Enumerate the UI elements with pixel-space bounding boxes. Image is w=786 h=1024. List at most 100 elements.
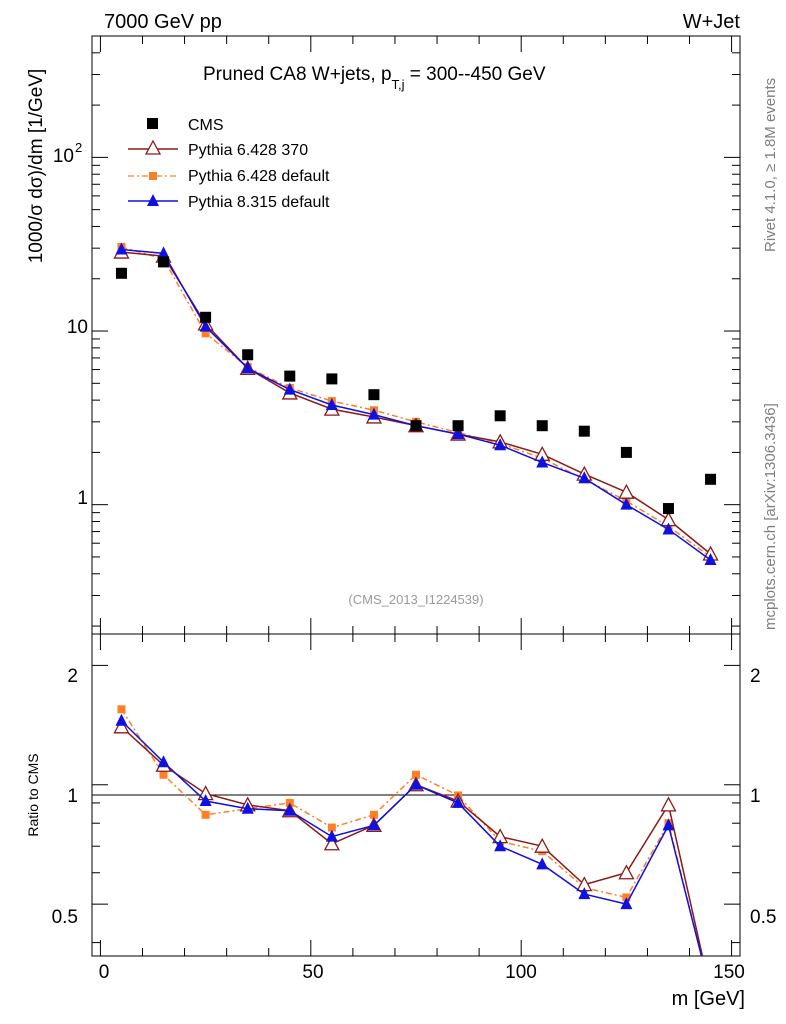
p8-default-point — [157, 246, 170, 259]
analysis-tag: (CMS_2013_I1224539) — [348, 592, 483, 607]
ratio-ytick-0.5-right: 0.5 — [750, 907, 776, 928]
title-sub: T,j — [392, 77, 405, 92]
ratio-line-p6-370 — [120, 726, 704, 956]
ratio-p8-default-point — [199, 794, 212, 807]
p8-default-point — [536, 455, 549, 468]
p8-default-point — [704, 553, 717, 566]
xtick-label-100: 100 — [505, 962, 537, 983]
ratio-data-layer — [113, 705, 704, 956]
ratio-p8-default-point — [241, 801, 254, 814]
ratio-p6-370-point — [534, 837, 551, 853]
ratio-p6-default-point — [327, 823, 336, 832]
ratio-p6-370-point — [113, 718, 130, 734]
ratio-p8-default-point — [157, 755, 170, 768]
chart-title: Pruned CA8 W+jets, pT,j = 300--450 GeV — [203, 64, 546, 92]
p8-default-point — [620, 497, 633, 510]
ratio-line-p6-default — [120, 708, 703, 956]
cms-point — [410, 420, 422, 432]
legend-p8-label: Pythia 8.315 default — [188, 194, 330, 211]
legend: CMS Pythia 6.428 370 Pythia 6.428 defaul… — [128, 117, 330, 211]
series-line-p8-default — [121, 248, 711, 561]
ratio-p8-default-point — [325, 829, 338, 842]
cms-point — [536, 420, 548, 432]
legend-p8-marker — [147, 194, 159, 206]
ratio-p8-default-point — [452, 795, 465, 808]
ratio-p8-default-point — [536, 857, 549, 870]
ratio-ytick-1: 1 — [67, 786, 78, 807]
p8-default-point — [241, 361, 254, 374]
p8-default-point — [115, 242, 128, 255]
ratio-ytick-0.5: 0.5 — [52, 907, 78, 928]
top-axis-ticks — [92, 35, 740, 627]
legend-cms-label: CMS — [188, 117, 224, 134]
p8-default-point — [578, 471, 591, 484]
p8-default-point — [283, 382, 296, 395]
rivet-label: Rivet 4.1.0, ≥ 1.8M events — [762, 77, 779, 252]
ratio-axis-ticks — [92, 664, 740, 944]
y-axis-label-top: 1000/σ dσ)/dm [1/GeV] — [26, 69, 47, 264]
xtick-label-0: 0 — [99, 962, 110, 983]
p8-default-point — [199, 319, 212, 332]
ratio-ytick-1-right: 1 — [750, 786, 761, 807]
ratio-p8-default-point — [283, 803, 296, 816]
ratio-line-p8-default — [120, 720, 703, 956]
p8-default-point — [662, 522, 675, 535]
ytick-label-100-exp: 2 — [75, 140, 82, 155]
header-left: 7000 GeV pp — [104, 11, 222, 33]
ratio-p8-default-point — [620, 897, 633, 910]
ratio-p8-default-point — [494, 839, 507, 852]
legend-p6-default-marker — [149, 172, 157, 180]
title-tail: = 300--450 GeV — [405, 64, 546, 85]
y-axis-label-ratio: Ratio to CMS — [25, 753, 41, 836]
ratio-ytick-2: 2 — [67, 666, 78, 687]
cms-point — [158, 256, 170, 268]
xtick-label-150: 150 — [713, 962, 745, 983]
ratio-p6-370-point — [323, 835, 340, 851]
ratio-p6-default-point — [159, 770, 168, 779]
mcplots-label: mcplots.cern.ch [arXiv:1306.3436] — [762, 403, 779, 630]
series-line-p6-default — [121, 246, 711, 558]
cms-point — [326, 373, 338, 385]
cms-point — [705, 473, 717, 485]
cms-point — [284, 370, 296, 382]
ratio-p6-default-point — [369, 810, 378, 819]
header-right: W+Jet — [683, 11, 741, 33]
cms-point — [452, 420, 464, 432]
cms-point — [578, 425, 590, 437]
legend-p6-370-label: Pythia 6.428 370 — [188, 142, 308, 159]
xtick-label-50: 50 — [302, 962, 323, 983]
ratio-p8-default-point — [410, 777, 422, 790]
top-data-layer — [113, 242, 719, 566]
legend-p6-default-label: Pythia 6.428 default — [188, 168, 330, 185]
cms-point — [368, 389, 380, 401]
ratio-p8-default-point — [662, 818, 675, 831]
x-axis-ticks — [99, 36, 733, 956]
x-axis-label: m [GeV] — [672, 988, 745, 1010]
ytick-label-10: 10 — [67, 317, 88, 338]
cms-point — [200, 311, 212, 323]
ratio-p8-default-point — [367, 818, 380, 831]
title-main: Pruned CA8 W+jets, p — [203, 64, 392, 85]
cms-point — [115, 267, 127, 279]
cms-point — [620, 446, 632, 458]
ratio-p8-default-point — [115, 713, 128, 726]
ratio-p6-default-point — [117, 705, 126, 714]
p6-default-point — [201, 329, 210, 338]
p6-370-point — [618, 483, 635, 499]
ratio-p6-370-point — [618, 864, 635, 880]
legend-p6-370-marker — [144, 139, 162, 155]
ratio-p6-370-point — [660, 796, 677, 812]
cms-point — [242, 349, 254, 361]
cms-point — [494, 410, 506, 422]
ratio-p6-default-point — [412, 770, 420, 779]
ytick-label-100: 10 — [53, 146, 74, 167]
p8-default-point — [452, 427, 465, 440]
ratio-p6-default-point — [201, 810, 210, 819]
p8-default-point — [494, 438, 507, 451]
cms-point — [662, 503, 674, 515]
ratio-ytick-2-right: 2 — [750, 666, 761, 687]
legend-cms-marker — [147, 118, 158, 129]
ratio-p8-default-point — [578, 887, 591, 900]
p8-default-point — [325, 397, 338, 410]
